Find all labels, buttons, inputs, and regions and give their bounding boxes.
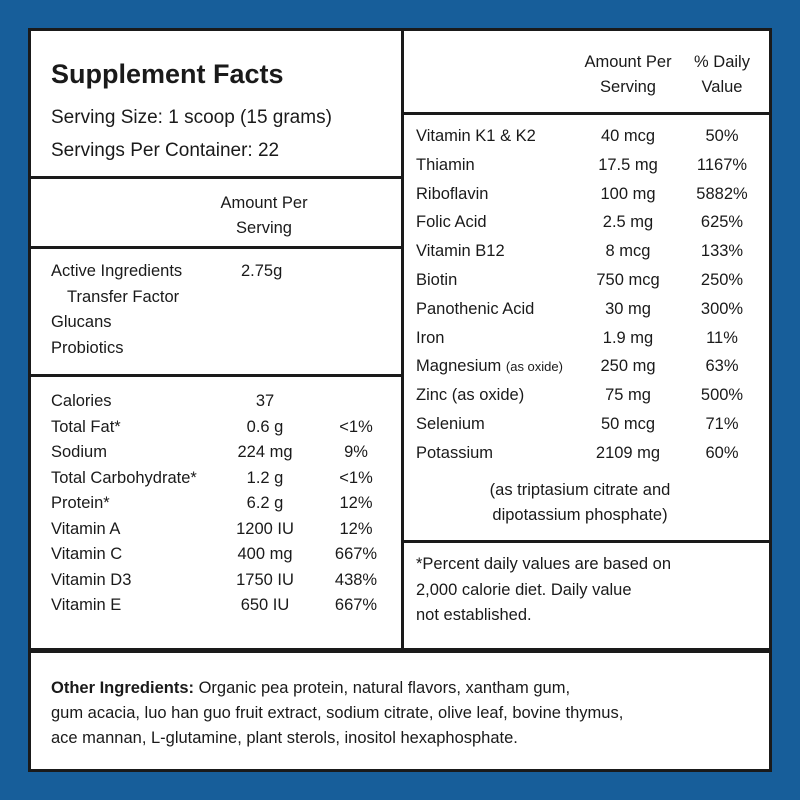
nutrient-daily-value: 625% bbox=[700, 213, 744, 232]
nutrient-name: Calories bbox=[51, 392, 112, 410]
nutrient-amount: 1750 IU bbox=[236, 570, 294, 589]
left-header-line2: Serving bbox=[236, 219, 292, 237]
nutrient-name: Riboflavin bbox=[416, 184, 489, 203]
nutrient-daily-value: 9% bbox=[344, 443, 368, 461]
footnote-line3: not established. bbox=[416, 606, 532, 624]
page-title: Supplement Facts bbox=[51, 59, 284, 89]
nutrient-amount: 8 mcg bbox=[605, 242, 651, 261]
right-header-dv2: Value bbox=[701, 78, 743, 96]
serving-size: Serving Size: 1 scoop (15 grams) bbox=[51, 107, 332, 128]
nutrient-amount: 37 bbox=[255, 392, 275, 410]
nutrient-name: Vitamin C bbox=[51, 545, 123, 563]
nutrient-daily-value: 1167% bbox=[696, 155, 748, 174]
nutrient-amount: 1.2 g bbox=[246, 468, 284, 487]
nutrient-daily-value: <1% bbox=[339, 417, 373, 436]
nutrient-daily-value: 300% bbox=[700, 299, 744, 318]
nutrient-daily-value: 12% bbox=[339, 519, 373, 538]
divider bbox=[28, 648, 770, 653]
nutrient-daily-value: 438% bbox=[334, 570, 378, 589]
nutrient-amount: 1.9 mg bbox=[602, 328, 654, 347]
other-ingredients-line1: Other Ingredients: Organic pea protein, … bbox=[51, 678, 570, 698]
nutrient-daily-value: 63% bbox=[705, 357, 739, 376]
nutrient-amount: 2.5 mg bbox=[602, 213, 654, 232]
nutrient-amount: 40 mcg bbox=[600, 127, 656, 145]
nutrient-amount: 30 mg bbox=[605, 299, 651, 318]
footnote-line2: 2,000 calorie diet. Daily value bbox=[416, 581, 632, 599]
divider bbox=[28, 176, 402, 179]
nutrient-name-with-note: Magnesium (as oxide) bbox=[416, 356, 563, 377]
nutrient-amount: 1200 IU bbox=[236, 519, 294, 538]
nutrient-daily-value: 667% bbox=[334, 545, 378, 563]
nutrient-name: Iron bbox=[416, 328, 445, 347]
nutrient-name: Protein* bbox=[51, 494, 110, 512]
nutrient-daily-value: 50% bbox=[705, 127, 739, 145]
active-ingredient-amount: 2.75g bbox=[241, 262, 283, 280]
column-divider bbox=[401, 28, 404, 650]
nutrient-daily-value: 133% bbox=[700, 242, 744, 261]
right-header-amount1: Amount Per bbox=[584, 53, 672, 71]
nutrient-name: Thiamin bbox=[416, 155, 475, 174]
nutrient-amount: 100 mg bbox=[600, 184, 656, 203]
nutrient-name: Total Carbohydrate* bbox=[51, 468, 197, 487]
nutrient-daily-value: 11% bbox=[706, 328, 738, 347]
nutrient-amount: 650 IU bbox=[240, 596, 290, 614]
right-header-amount2: Serving bbox=[600, 78, 656, 96]
active-ingredient-name: Probiotics bbox=[51, 339, 124, 358]
other-ingredients-line3: ace mannan, L-glutamine, plant sterols, … bbox=[51, 729, 518, 747]
nutrient-name: Vitamin D3 bbox=[51, 570, 132, 589]
nutrient-name: Biotin bbox=[416, 271, 458, 289]
nutrient-name: Magnesium bbox=[416, 357, 502, 376]
nutrient-amount: 17.5 mg bbox=[598, 155, 658, 174]
nutrient-name: Total Fat* bbox=[51, 417, 121, 436]
nutrient-amount: 2109 mg bbox=[595, 443, 661, 462]
nutrient-amount: 400 mg bbox=[237, 545, 293, 563]
nutrient-name: Zinc (as oxide) bbox=[416, 386, 525, 405]
nutrient-amount: 750 mcg bbox=[596, 271, 660, 289]
potassium-note-line1: (as triptasium citrate and bbox=[489, 481, 671, 499]
active-ingredient-name: Active Ingredients bbox=[51, 262, 183, 280]
nutrient-daily-value: 12% bbox=[339, 494, 373, 512]
footnote-line1: *Percent daily values are based on bbox=[416, 555, 671, 573]
servings-per-container: Servings Per Container: 22 bbox=[51, 140, 280, 161]
other-ingredients-line2: gum acacia, luo han guo fruit extract, s… bbox=[51, 704, 624, 722]
potassium-note-line2: dipotassium phosphate) bbox=[492, 506, 668, 524]
nutrient-amount: 6.2 g bbox=[246, 494, 284, 512]
nutrient-daily-value: 250% bbox=[700, 271, 744, 289]
nutrient-name: Selenium bbox=[416, 415, 485, 433]
nutrient-daily-value: 667% bbox=[334, 596, 378, 614]
divider bbox=[402, 112, 770, 115]
nutrient-name: Potassium bbox=[416, 443, 494, 462]
nutrient-name: Folic Acid bbox=[416, 213, 487, 232]
other-ingredients-text: Organic pea protein, natural flavors, xa… bbox=[194, 679, 571, 697]
nutrient-daily-value: 71% bbox=[705, 415, 739, 433]
nutrient-daily-value: 500% bbox=[700, 386, 744, 405]
nutrient-name: Vitamin A bbox=[51, 519, 121, 538]
nutrient-daily-value: 60% bbox=[705, 443, 739, 462]
nutrient-note: (as oxide) bbox=[505, 359, 563, 375]
right-header-dv1: % Daily bbox=[694, 53, 750, 71]
nutrient-name: Vitamin B12 bbox=[416, 242, 505, 261]
nutrient-name: Vitamin E bbox=[51, 596, 122, 614]
left-header-line1: Amount Per bbox=[220, 194, 308, 212]
divider bbox=[28, 246, 402, 249]
nutrient-name: Panothenic Acid bbox=[416, 299, 535, 318]
divider bbox=[402, 540, 770, 543]
nutrient-name: Vitamin K1 & K2 bbox=[416, 127, 536, 145]
nutrient-amount: 50 mcg bbox=[600, 415, 656, 433]
active-ingredient-name: Glucans bbox=[51, 313, 112, 332]
nutrient-amount: 250 mg bbox=[600, 357, 656, 376]
nutrient-amount: 224 mg bbox=[237, 443, 293, 461]
nutrient-daily-value: 5882% bbox=[696, 184, 748, 203]
nutrient-name: Sodium bbox=[51, 443, 107, 461]
other-ingredients-label: Other Ingredients: bbox=[51, 679, 195, 697]
nutrient-amount: 75 mg bbox=[605, 386, 651, 405]
nutrient-amount: 0.6 g bbox=[246, 417, 284, 436]
divider bbox=[28, 374, 402, 377]
nutrient-daily-value: <1% bbox=[339, 468, 373, 487]
active-ingredient-name: Transfer Factor bbox=[67, 287, 180, 306]
